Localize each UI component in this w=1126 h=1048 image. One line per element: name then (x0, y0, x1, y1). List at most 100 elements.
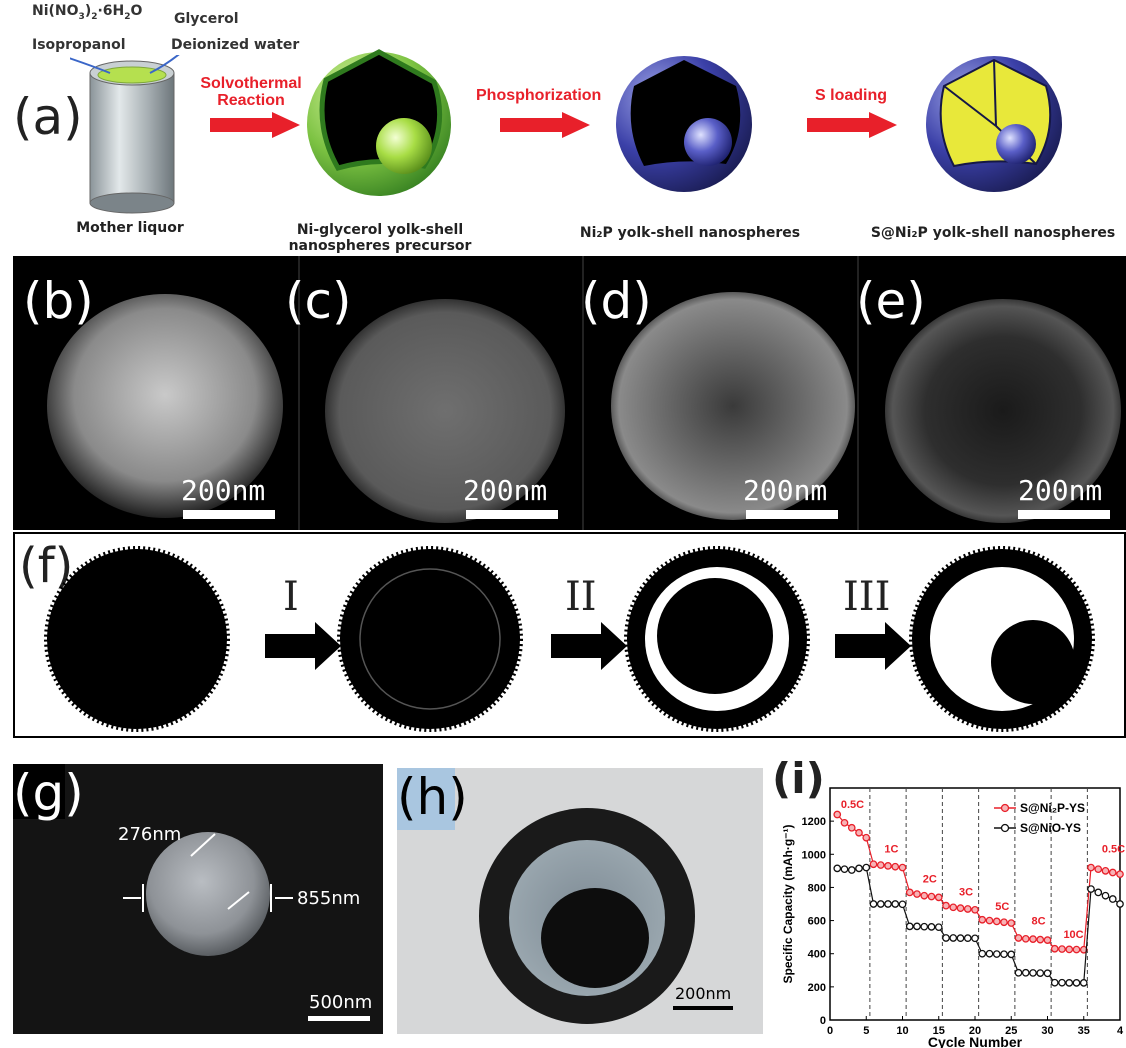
y-axis-label: Specific Capacity (mAh·g⁻¹) (781, 824, 795, 983)
caption-ni2p: Ni₂P yolk-shell nanospheres (579, 225, 801, 241)
y-tick-label: 1200 (802, 816, 826, 828)
step-ii-label: II (565, 574, 597, 620)
reagent-1-tail: ·6H (97, 3, 125, 19)
scale-bar-b (183, 510, 275, 519)
data-point (1094, 888, 1103, 897)
rate-label: 0.5C (1102, 844, 1125, 856)
reagent-1-rest: ) (84, 3, 92, 19)
x-tick-label: 5 (863, 1025, 869, 1037)
data-point (876, 900, 885, 908)
step-solvothermal-label: Solvothermal Reaction (196, 75, 306, 109)
data-point (1021, 968, 1030, 977)
panel-i-chart: (i) 0 5 10 15 20 25 30 35 4 0 200 400 600 800 1000 1200… (770, 754, 1126, 1048)
data-point (920, 891, 929, 900)
panel-i-letter: (i) (772, 754, 825, 803)
data-point (978, 915, 987, 924)
y-tick-label: 0 (820, 1015, 826, 1027)
panel-c-letter: (c) (285, 272, 352, 330)
rate-label: 1C (884, 844, 898, 856)
data-point (905, 922, 914, 931)
data-point (869, 860, 878, 869)
data-point (840, 865, 849, 874)
x-tick-label: 25 (1005, 1025, 1017, 1037)
data-point (971, 905, 979, 914)
data-point (992, 950, 1001, 958)
y-tick-label: 400 (808, 949, 826, 961)
caption-s-ni2p: S@Ni₂P yolk-shell nanospheres (870, 225, 1116, 241)
data-point (862, 863, 871, 872)
panel-h-drawing (397, 768, 763, 1034)
beaker-illustration (70, 55, 180, 214)
x-tick-label: 35 (1078, 1025, 1090, 1037)
data-point (1065, 945, 1074, 954)
data-point (934, 923, 943, 932)
data-point (1036, 969, 1045, 977)
s-ni2p-sphere (926, 56, 1062, 192)
em-image-row: (b) (c) (d) (e) 200nm 200nm 200nm 200nm (13, 256, 1126, 530)
x-tick-label: 10 (896, 1025, 908, 1037)
y-tick-label: 600 (808, 916, 826, 928)
x-tick-label: 30 (1041, 1025, 1053, 1037)
reagent-water: Deionized water (171, 37, 300, 53)
panel-g-drawing (13, 764, 383, 1034)
data-point (1007, 919, 1016, 927)
data-point (884, 862, 892, 870)
panel-h-letter: (h) (397, 768, 468, 826)
data-point (1043, 936, 1052, 944)
x-axis-label: Cycle Number (928, 1034, 1023, 1048)
data-point (1050, 978, 1059, 987)
scale-label-c: 200nm (463, 474, 548, 507)
data-point (1108, 895, 1117, 903)
data-point (1101, 891, 1110, 900)
step-1-line1: Solvothermal (200, 75, 302, 92)
data-point (876, 861, 885, 869)
panel-d-letter: (d) (581, 272, 652, 330)
data-point (913, 922, 921, 931)
data-point (956, 934, 965, 942)
data-point (1014, 934, 1023, 942)
data-point (927, 892, 936, 901)
data-point (942, 901, 950, 910)
data-point (1116, 900, 1124, 908)
panel-g-letter: (g) (13, 764, 84, 822)
step-iii-label: III (843, 574, 891, 620)
data-point (862, 833, 871, 842)
data-point (985, 949, 994, 958)
y-tick-label: 1000 (802, 849, 826, 861)
reagent-isopropanol: Isopropanol (32, 37, 126, 53)
data-point (942, 934, 950, 942)
data-point (840, 818, 849, 827)
y-tick-label: 800 (808, 882, 826, 894)
panel-a-letter: (a) (13, 88, 83, 146)
data-point (1058, 978, 1066, 987)
reagent-nickel-nitrate: Ni(NO3)2·6H2O (32, 3, 142, 22)
data-point (1108, 868, 1117, 877)
data-point (833, 810, 842, 819)
data-point (949, 934, 958, 942)
data-point (920, 922, 929, 931)
data-point (985, 916, 994, 925)
data-point (949, 903, 958, 912)
panel-g-sem: (g) 276nm 855nm 500nm (13, 764, 383, 1034)
scale-bar-e (1018, 510, 1110, 519)
data-point (1065, 979, 1074, 987)
data-point (1072, 945, 1081, 954)
panel-h-tem: (h) 200nm (397, 768, 763, 1034)
data-point (1000, 918, 1008, 927)
legend-label: S@NiO-YS (1020, 821, 1081, 835)
legend-marker (1000, 823, 1010, 833)
reagent-1-sub3: 2 (124, 11, 131, 22)
rate-label: 10C (1063, 929, 1083, 941)
x-tick-label: 0 (827, 1025, 833, 1037)
data-point (1072, 979, 1081, 987)
rate-chart-svg: 0 5 10 15 20 25 30 35 4020040060080010001200Cycl… (781, 787, 1125, 1048)
data-point (1087, 863, 1095, 872)
data-point (898, 863, 907, 872)
reagent-1-sub: 3 (78, 11, 85, 22)
arrow-right-icon (807, 112, 897, 138)
data-point (963, 905, 972, 913)
rate-label: 3C (959, 887, 973, 899)
scale-label-g: 500nm (309, 992, 373, 1013)
panel-e-letter: (e) (856, 272, 926, 330)
rate-label: 0.5C (841, 799, 864, 811)
